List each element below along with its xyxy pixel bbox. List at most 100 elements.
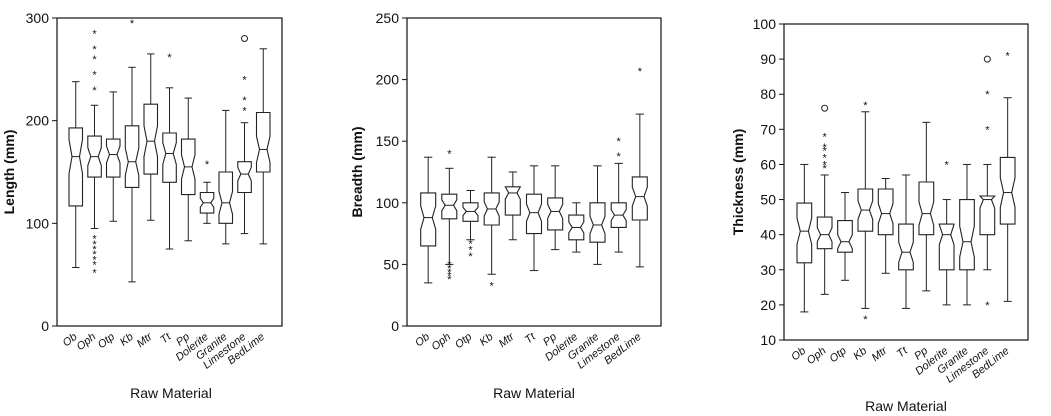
box-tt — [898, 174, 914, 309]
breadth-y-ticks: 0 50 100 150 200 250 — [376, 10, 407, 334]
box-ob — [68, 81, 84, 268]
x-tick-label: Otp — [453, 331, 474, 351]
x-axis-label: Raw Material — [865, 398, 947, 414]
notched-box — [547, 197, 564, 231]
outlier-marker: * — [92, 54, 97, 66]
outlier-marker: * — [447, 267, 452, 279]
outlier-marker: * — [92, 244, 97, 256]
outlier-marker: * — [823, 145, 828, 157]
length-y-ticks: 0 100 200 300 — [26, 10, 57, 334]
breadth-boxes: ************* — [420, 66, 648, 292]
box-bedlime: * — [999, 51, 1016, 302]
notched-box — [441, 193, 458, 220]
far-outlier-marker — [821, 104, 829, 112]
x-tick-label: Tt — [158, 330, 174, 346]
y-tick-label: 100 — [376, 195, 400, 211]
length-boxes: ****************** — [68, 18, 271, 283]
notched-box — [162, 132, 177, 183]
outlier-marker: * — [92, 28, 97, 40]
outlier-marker: * — [242, 75, 247, 87]
outlier-marker: * — [447, 149, 452, 161]
outlier-marker: * — [617, 136, 622, 148]
x-tick-label: Mtr — [497, 330, 518, 350]
plot-frame — [783, 23, 1029, 341]
outlier-marker: * — [242, 95, 247, 107]
y-tick-label: 100 — [753, 16, 777, 32]
notched-box — [420, 192, 437, 247]
outlier-marker: * — [167, 52, 172, 64]
box-oph: ****** — [441, 149, 458, 286]
outlier-marker: * — [92, 69, 97, 81]
box-kb: * — [483, 156, 500, 292]
box-otp: *** — [462, 189, 479, 263]
y-tick-label: 200 — [26, 113, 50, 129]
outlier-marker: * — [130, 18, 135, 30]
box-mtr — [877, 177, 894, 274]
notched-box — [898, 223, 914, 271]
notched-box — [631, 176, 648, 221]
y-tick-label: 30 — [760, 262, 776, 278]
outlier-marker: * — [92, 268, 97, 280]
notched-box — [938, 223, 955, 271]
plot-frame — [406, 17, 662, 327]
box-otp — [105, 91, 121, 222]
y-tick-label: 300 — [26, 10, 50, 26]
x-tick-label: Kb — [118, 331, 136, 349]
box-bedlime — [255, 48, 271, 245]
outlier-marker: * — [447, 274, 452, 286]
box-granite — [218, 109, 234, 245]
x-tick-label: Oph — [805, 345, 829, 367]
outlier-marker: * — [1006, 51, 1011, 63]
box-dolerite: * — [199, 159, 215, 224]
y-tick-label: 100 — [26, 215, 50, 231]
notched-box — [978, 195, 996, 236]
thickness-y-ticks: 10 20 30 40 50 60 70 80 90 100 — [753, 16, 784, 348]
outlier-marker: * — [490, 280, 495, 292]
outlier-marker: * — [985, 124, 990, 136]
box-mtr — [143, 53, 159, 221]
outlier-marker: * — [468, 238, 473, 250]
box-ob — [420, 156, 437, 284]
box-kb: * — [124, 18, 140, 283]
y-tick-label: 60 — [760, 156, 776, 172]
box-tt: * — [162, 52, 177, 250]
notched-box — [143, 103, 159, 175]
outlier-marker: * — [92, 85, 97, 97]
y-axis-label: Thickness (mm) — [730, 129, 746, 236]
x-tick-label: Mtr — [870, 344, 891, 364]
box-granite — [589, 165, 606, 265]
outlier-marker: * — [863, 100, 868, 112]
box-pp — [547, 165, 564, 251]
y-axis-label: Breadth (mm) — [349, 126, 365, 217]
x-tick-label: Otp — [827, 345, 848, 365]
x-tick-label: Tt — [523, 330, 539, 346]
outlier-marker: * — [205, 159, 210, 171]
box-ob — [796, 163, 813, 313]
y-tick-label: 90 — [760, 51, 776, 67]
box-limestone: * * * — [978, 89, 996, 312]
box-bedlime: * — [631, 66, 648, 268]
plot-frame — [56, 17, 283, 327]
notched-box — [462, 202, 479, 222]
box-limestone: ** — [610, 136, 627, 253]
box-dolerite — [568, 202, 585, 253]
y-tick-label: 70 — [760, 121, 776, 137]
outlier-marker: * — [617, 151, 622, 163]
box-pp — [918, 121, 935, 292]
x-tick-label: Oph — [429, 331, 453, 353]
notched-box — [255, 111, 271, 173]
box-granite — [959, 163, 975, 306]
notched-box — [959, 199, 975, 271]
notched-box — [918, 181, 935, 236]
outlier-marker: * — [823, 142, 828, 154]
y-tick-label: 50 — [760, 192, 776, 208]
outlier-marker: * — [242, 105, 247, 117]
thickness-boxes: ************* — [796, 51, 1016, 326]
x-tick-label: Otp — [96, 331, 117, 351]
notched-box — [999, 156, 1016, 225]
x-tick-label: Tt — [895, 344, 911, 360]
